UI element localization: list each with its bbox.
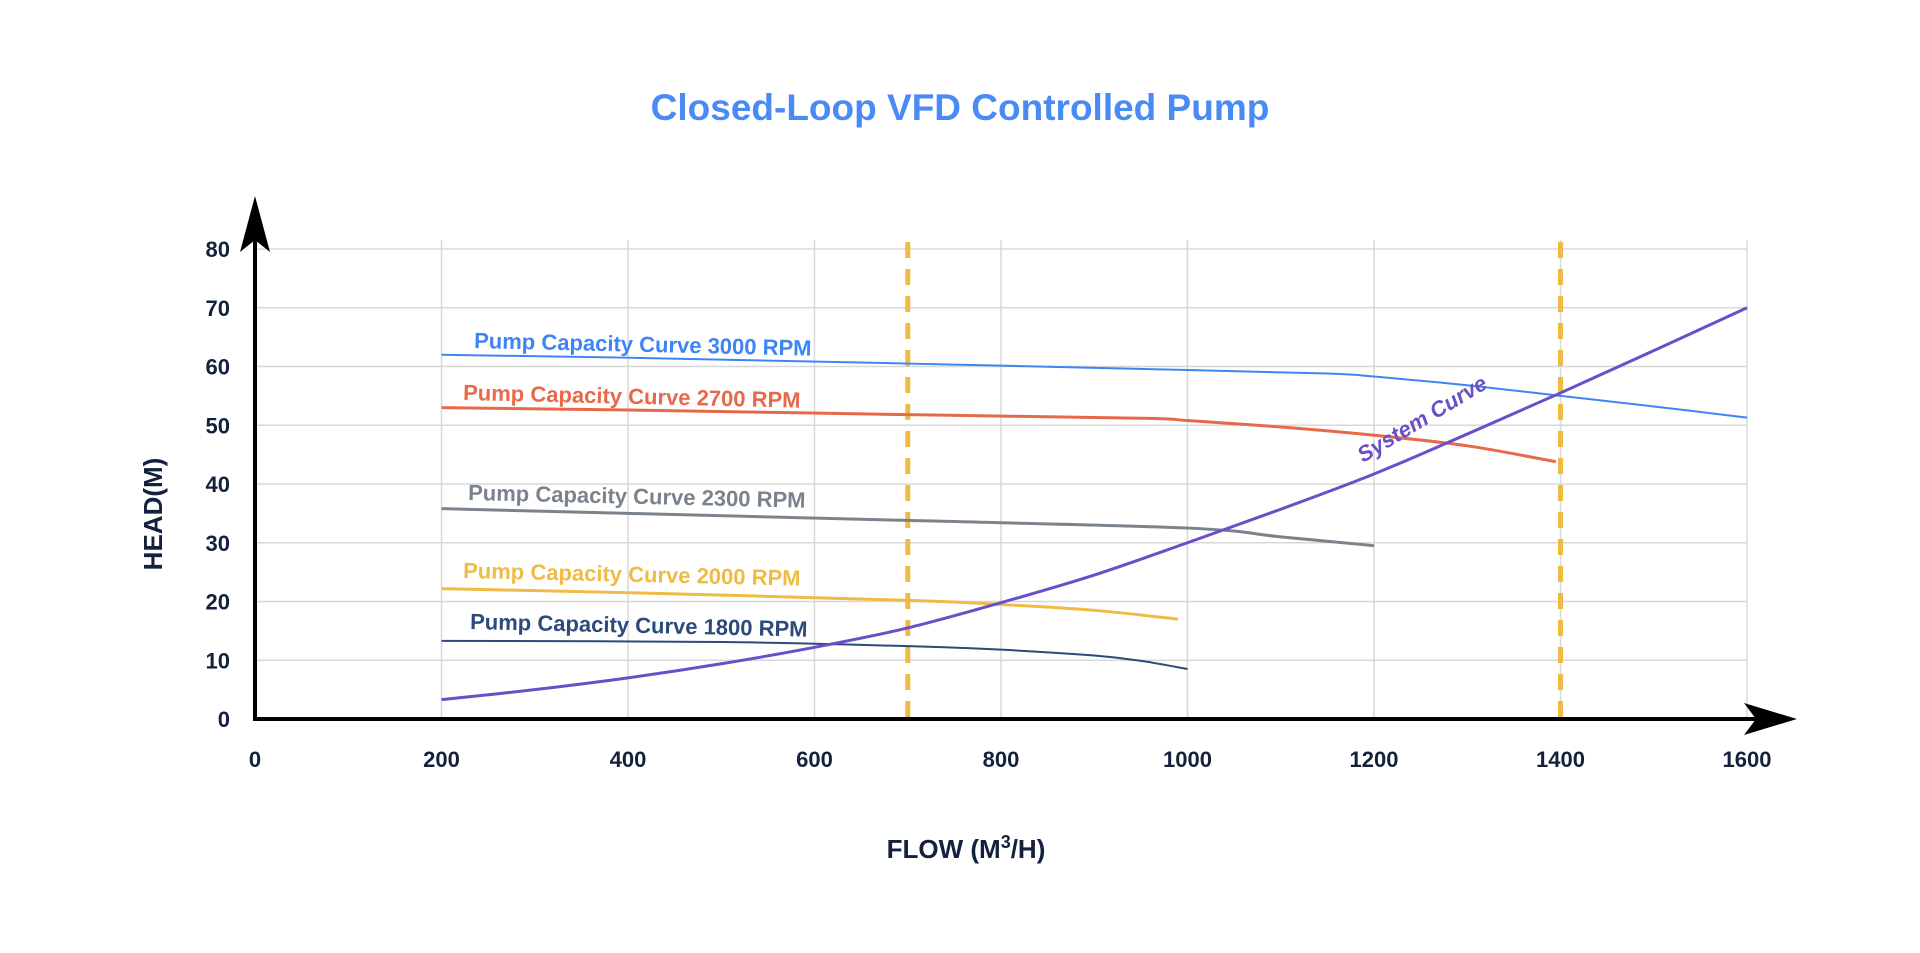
y-tick-label: 40 <box>206 472 230 497</box>
label-2000-rpm: Pump Capacity Curve 2000 RPM <box>463 558 801 591</box>
y-tick-label: 50 <box>206 413 230 438</box>
y-tick-label: 10 <box>206 648 230 673</box>
y-axis-label: HEAD(M) <box>138 458 168 571</box>
y-tick-label: 20 <box>206 590 230 615</box>
y-tick-label: 60 <box>206 355 230 380</box>
x-axis-label-end: /H) <box>1011 834 1046 864</box>
label-1800-rpm: Pump Capacity Curve 1800 RPM <box>470 609 808 642</box>
x-tick-label: 1600 <box>1723 747 1772 772</box>
y-tick-label: 70 <box>206 296 230 321</box>
series-labels: Pump Capacity Curve 3000 RPM Pump Capaci… <box>463 328 1491 642</box>
series-line-4 <box>441 639 1188 671</box>
x-axis-label-sup: 3 <box>1001 832 1011 852</box>
series-line-5 <box>441 306 1748 702</box>
series-lines <box>441 306 1748 702</box>
x-tick-label: 800 <box>983 747 1020 772</box>
x-tick-label: 600 <box>796 747 833 772</box>
axes <box>240 196 1797 735</box>
x-tick-label: 400 <box>610 747 647 772</box>
series-line-0 <box>441 353 1748 419</box>
label-2300-rpm: Pump Capacity Curve 2300 RPM <box>468 480 806 513</box>
x-tick-label: 1400 <box>1536 747 1585 772</box>
series-line-1 <box>441 406 1557 464</box>
y-tick-label: 30 <box>206 531 230 556</box>
y-tick-label: 80 <box>206 237 230 262</box>
x-tick-label: 1200 <box>1350 747 1399 772</box>
series-line-2 <box>441 507 1375 548</box>
y-axis-arrow-icon <box>240 196 270 252</box>
series-line-3 <box>441 587 1179 621</box>
x-axis-label: FLOW (M3/H) <box>887 832 1046 864</box>
reference-lines <box>905 242 1563 719</box>
x-axis-label-main: FLOW (M <box>887 834 1001 864</box>
chart-title: Closed-Loop VFD Controlled Pump <box>651 87 1270 128</box>
x-tick-label: 200 <box>423 747 460 772</box>
y-tick-labels: 0 10 20 30 40 50 60 70 80 <box>206 237 230 732</box>
x-tick-label: 1000 <box>1163 747 1212 772</box>
x-tick-labels: 0 200 400 600 800 1000 1200 1400 1600 <box>249 747 1772 772</box>
x-axis-arrow-icon <box>1744 703 1797 735</box>
y-tick-label: 0 <box>218 707 230 732</box>
x-tick-label: 0 <box>249 747 261 772</box>
